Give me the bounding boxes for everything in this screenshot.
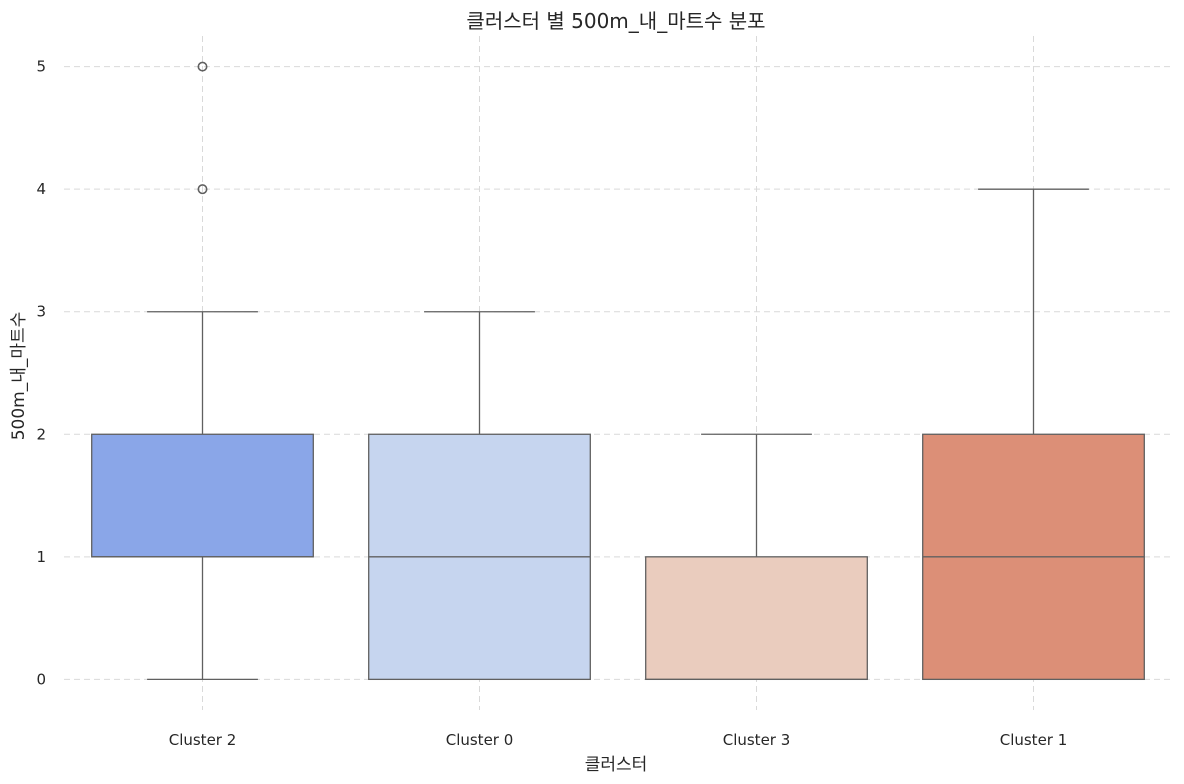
box-body [645,556,868,681]
x-axis-label: 클러스터 [585,755,648,775]
box-cluster-0 [368,311,591,681]
chart-title: 클러스터 별 500m_내_마트수 분포 [466,9,765,33]
x-tick-label: Cluster 1 [1000,731,1068,749]
tick-layer: 0 1 2 3 4 5 Cluster 2 Cluster 0 Cluster 3 Cluster… [36,58,1067,749]
box-cluster-1 [922,188,1145,681]
box-cluster-2 [91,61,314,681]
y-tick-label: 5 [36,58,46,76]
y-tick-label: 0 [36,670,46,688]
y-tick-label: 1 [36,548,46,566]
outlier-point [197,184,208,195]
y-tick-label: 2 [36,425,46,443]
box-body [91,433,314,558]
x-tick-label: Cluster 3 [723,731,791,749]
outlier-point [197,61,208,72]
x-tick-label: Cluster 2 [169,731,237,749]
y-tick-label: 4 [36,180,46,198]
y-tick-label: 3 [36,303,46,321]
box-cluster-3 [645,433,868,681]
box-layer [91,61,1145,681]
x-tick-label: Cluster 0 [446,731,514,749]
y-axis-label: 500m_내_마트수 [9,312,29,441]
